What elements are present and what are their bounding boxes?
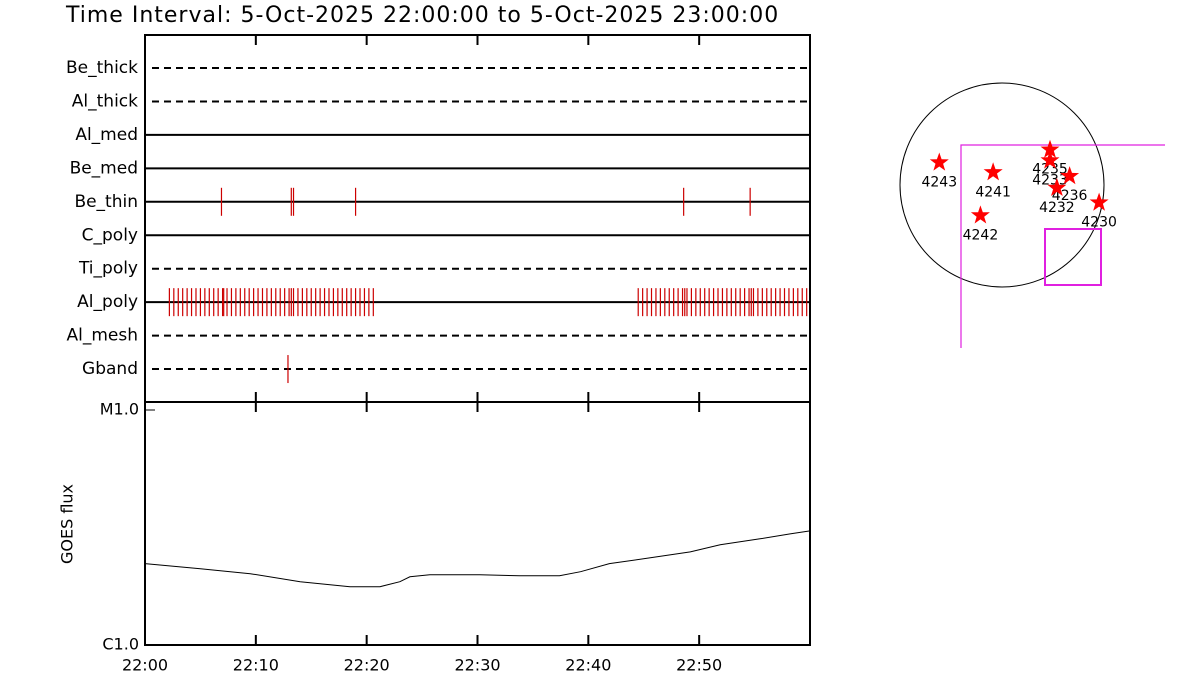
row-label: Al_poly [77, 292, 138, 312]
y-tick-label: M1.0 [100, 400, 139, 419]
x-tick-label: 22:00 [122, 656, 168, 675]
region-label: 4230 [1081, 215, 1117, 231]
timeline-frame [144, 34, 811, 403]
x-tick-label: 22:40 [565, 656, 611, 675]
goes-curve [144, 530, 811, 588]
region-label: 4241 [975, 184, 1011, 200]
row-label: Al_mesh [66, 326, 138, 346]
row-label: Al_thick [72, 91, 138, 111]
active-region [1047, 177, 1067, 196]
active-region [1040, 150, 1060, 169]
row-label: Al_med [75, 125, 138, 145]
fov-outline [960, 144, 1165, 348]
y-tick-label: C1.0 [102, 635, 139, 654]
region-label: 4235 [1032, 162, 1068, 178]
row-label: C_poly [82, 225, 138, 245]
solar-limb [899, 82, 1105, 288]
chart-title: Time Interval: 5-Oct-2025 22:00:00 to 5-… [65, 3, 779, 28]
active-region [1040, 139, 1060, 158]
region-label: 4243 [921, 175, 957, 191]
x-tick-label: 22:50 [676, 656, 722, 675]
active-region [983, 162, 1003, 181]
row-label: Gband [82, 359, 138, 379]
active-region [1060, 166, 1080, 185]
goes-frame [144, 401, 811, 646]
fov-box [1044, 228, 1102, 286]
x-tick-label: 22:20 [344, 656, 390, 675]
active-region [1089, 192, 1109, 211]
region-label: 4242 [963, 227, 999, 243]
active-region [929, 152, 949, 171]
row-label: Be_med [70, 158, 138, 178]
x-tick-label: 22:30 [454, 656, 500, 675]
row-label: Be_thick [66, 58, 138, 78]
row-label: Ti_poly [78, 259, 138, 279]
region-label: 4232 [1039, 200, 1075, 216]
x-tick-label: 22:10 [233, 656, 279, 675]
y-axis-label: GOES flux [58, 484, 77, 564]
active-region [970, 205, 990, 224]
row-label: Be_thin [74, 192, 138, 212]
